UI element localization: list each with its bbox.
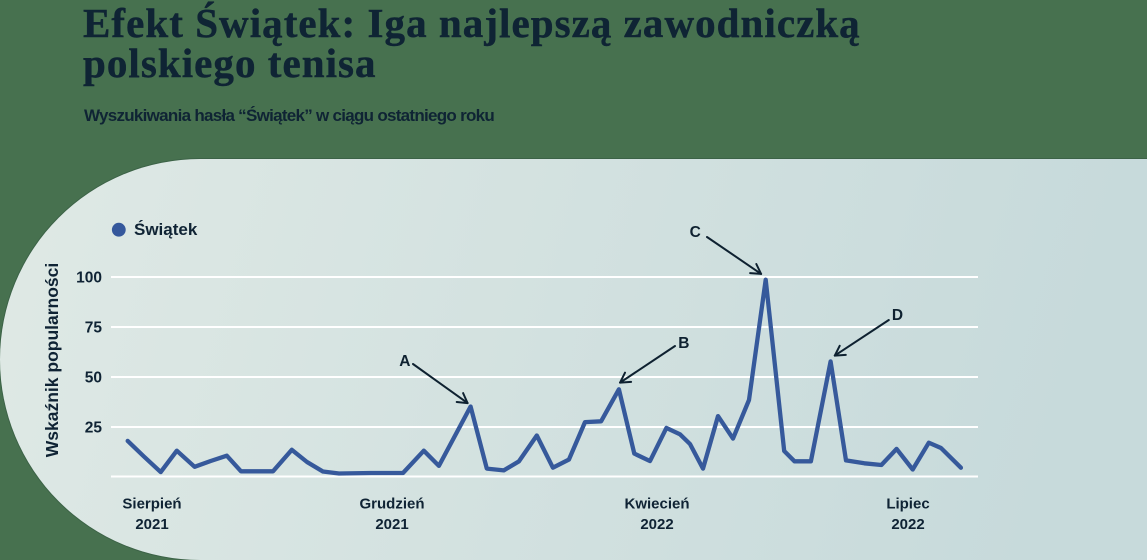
svg-text:Świątek: Świątek (134, 220, 198, 239)
svg-text:100: 100 (76, 270, 102, 287)
svg-text:Grudzień: Grudzień (359, 496, 424, 513)
svg-text:D: D (892, 307, 903, 324)
svg-text:Wskaźnik popularności: Wskaźnik popularności (42, 263, 62, 457)
svg-text:Sierpień: Sierpień (122, 496, 181, 513)
svg-text:2021: 2021 (375, 516, 408, 533)
svg-text:25: 25 (85, 420, 103, 437)
svg-text:B: B (678, 335, 689, 352)
svg-text:Kwiecień: Kwiecień (624, 496, 689, 513)
svg-text:2022: 2022 (891, 516, 924, 533)
svg-text:Lipiec: Lipiec (886, 496, 929, 513)
svg-text:C: C (690, 224, 701, 241)
svg-text:75: 75 (85, 320, 103, 337)
svg-text:2021: 2021 (135, 516, 168, 533)
svg-text:A: A (399, 353, 410, 370)
svg-text:2022: 2022 (640, 516, 673, 533)
svg-text:50: 50 (85, 370, 102, 387)
